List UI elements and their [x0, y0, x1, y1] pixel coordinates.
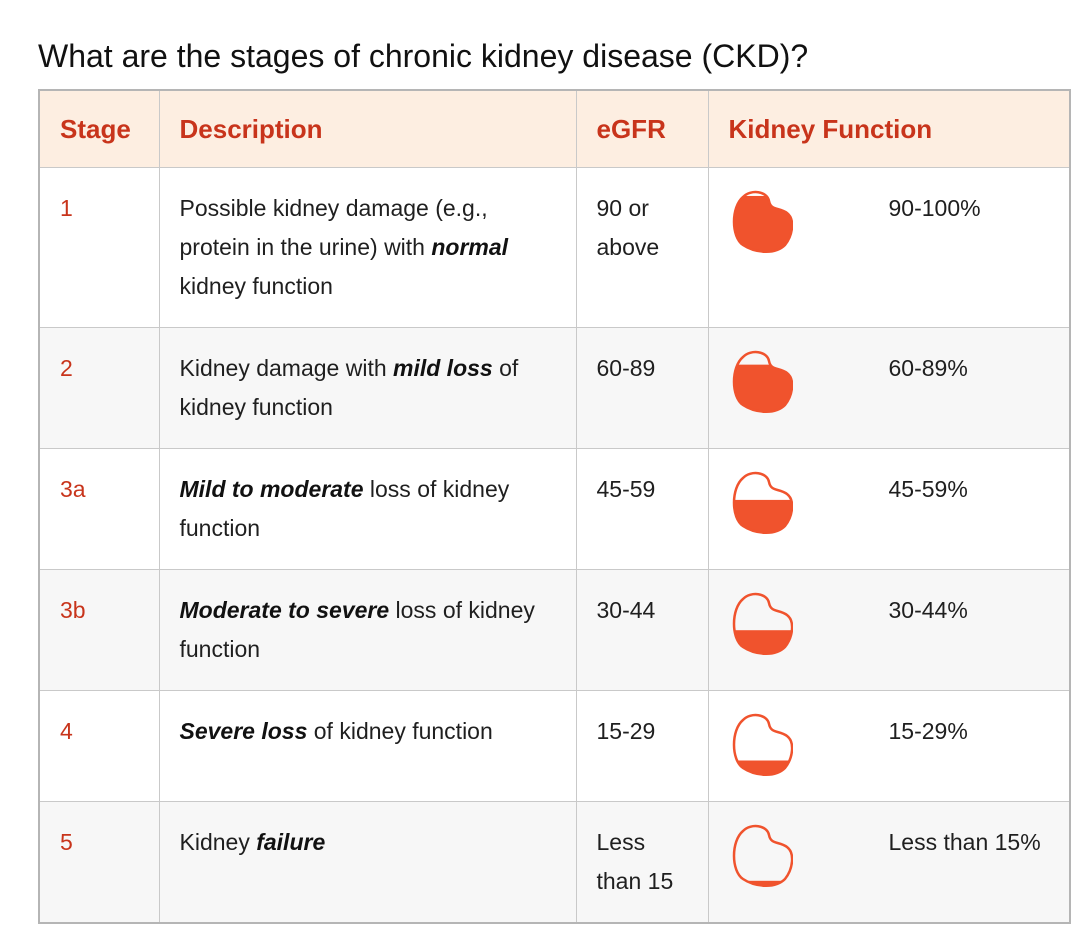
kidney-outline: [732, 350, 793, 413]
stage-cell: 1: [38, 167, 160, 328]
kidney-function-percent: 30-44%: [888, 597, 968, 623]
description-text: Kidney damage with: [179, 355, 394, 381]
description-cell: Possible kidney damage (e.g., protein in…: [158, 167, 577, 328]
kidney-icon: [732, 471, 793, 534]
description-cell: Moderate to severe loss of kidney functi…: [158, 569, 577, 691]
ckd-stages-table: Stage Description eGFR Kidney Function 1…: [38, 89, 1071, 924]
kidney-function-percent: Less than 15%: [888, 829, 1041, 855]
stage-cell: 5: [38, 801, 160, 924]
kidney-fill-level: [733, 364, 792, 412]
kidney-icon: [732, 190, 793, 253]
table-row: 5 Kidney failure Less than 15 Less than …: [38, 801, 1071, 924]
kidney-function-percent: 45-59%: [888, 476, 968, 502]
description-text-after: of kidney function: [179, 355, 519, 420]
kidney-outline: [732, 824, 793, 887]
description-cell: Kidney failure: [158, 801, 577, 924]
description-text-after: loss of kidney function: [179, 476, 510, 541]
kidney-icon: [732, 824, 793, 887]
kidney-function-cell: 60-89%: [707, 327, 1071, 449]
description-emphasis: Mild to moderate: [179, 476, 364, 502]
description-emphasis: Severe loss: [179, 718, 308, 744]
kidney-icon: [732, 350, 793, 413]
description-cell: Severe loss of kidney function: [158, 690, 577, 802]
kidney-function-cell: 45-59%: [707, 448, 1071, 570]
page-title: What are the stages of chronic kidney di…: [38, 38, 809, 74]
kidney-outline: [732, 592, 793, 655]
table-header-row: Stage Description eGFR Kidney Function: [38, 89, 1071, 168]
kidney-icon: [732, 592, 793, 655]
kidney-function-cell: 90-100%: [707, 167, 1071, 328]
table-row: 1 Possible kidney damage (e.g., protein …: [38, 167, 1071, 328]
egfr-cell: Less than 15: [575, 801, 709, 924]
kidney-function-percent: 60-89%: [888, 355, 968, 381]
description-emphasis: Moderate to severe: [179, 597, 390, 623]
table-row: 4 Severe loss of kidney function 15-29 1…: [38, 690, 1071, 802]
egfr-cell: 60-89: [575, 327, 709, 449]
kidney-outline: [732, 190, 793, 253]
description-cell: Mild to moderate loss of kidney function: [158, 448, 577, 570]
kidney-function-cell: 30-44%: [707, 569, 1071, 691]
kidney-outline: [732, 471, 793, 534]
stage-cell: 3b: [38, 569, 160, 691]
column-header-egfr: eGFR: [575, 89, 709, 168]
column-header-kidney-function: Kidney Function: [707, 89, 1071, 168]
table-row: 3a Mild to moderate loss of kidney funct…: [38, 448, 1071, 570]
kidney-fill-level: [733, 630, 792, 654]
stage-cell: 3a: [38, 448, 160, 570]
table-row: 2 Kidney damage with mild loss of kidney…: [38, 327, 1071, 449]
description-emphasis: mild loss: [393, 355, 493, 381]
column-header-stage: Stage: [38, 89, 160, 168]
egfr-cell: 90 or above: [575, 167, 709, 328]
description-emphasis: normal: [431, 234, 509, 260]
egfr-cell: 15-29: [575, 690, 709, 802]
kidney-function-percent: 90-100%: [888, 195, 981, 221]
kidney-function-percent: 15-29%: [888, 718, 968, 744]
stage-cell: 4: [38, 690, 160, 802]
kidney-fill-level: [733, 880, 792, 886]
kidney-icon: [732, 713, 793, 776]
description-text-after: kidney function: [179, 273, 333, 299]
description-text-after: loss of kidney function: [179, 597, 535, 662]
kidney-outline: [732, 713, 793, 776]
kidney-function-cell: Less than 15%: [707, 801, 1071, 924]
column-header-description: Description: [158, 89, 577, 168]
description-text: Possible kidney damage (e.g., protein in…: [179, 195, 488, 260]
table-row: 3b Moderate to severe loss of kidney fun…: [38, 569, 1071, 691]
description-cell: Kidney damage with mild loss of kidney f…: [158, 327, 577, 449]
description-emphasis: failure: [256, 829, 326, 855]
kidney-function-cell: 15-29%: [707, 690, 1071, 802]
egfr-cell: 30-44: [575, 569, 709, 691]
description-text-after: of kidney function: [307, 718, 493, 744]
stage-cell: 2: [38, 327, 160, 449]
egfr-cell: 45-59: [575, 448, 709, 570]
description-text: Kidney: [179, 829, 257, 855]
